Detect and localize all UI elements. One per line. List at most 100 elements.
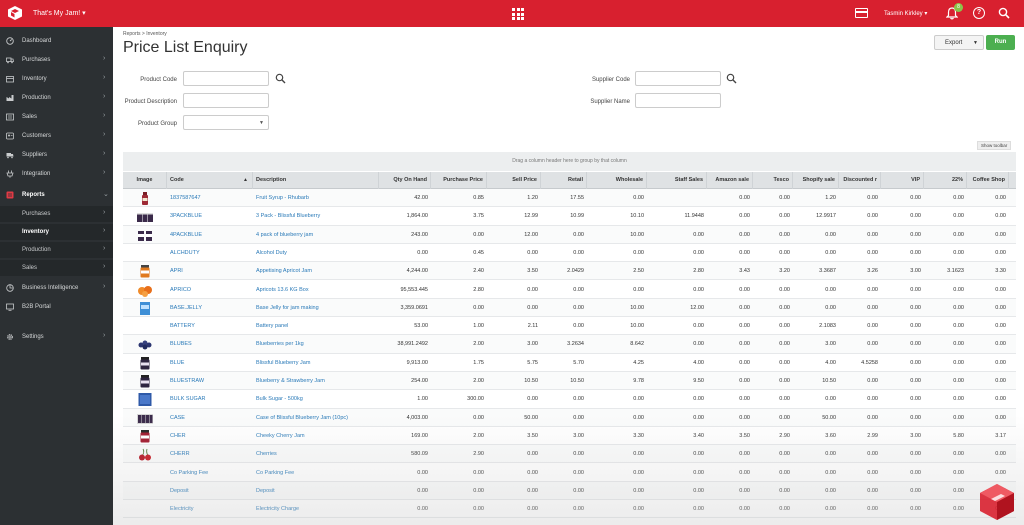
sidebar-item-dashboard[interactable]: Dashboard (0, 33, 113, 49)
sidebar-item-purchases[interactable]: Purchases › (0, 52, 113, 68)
table-row[interactable]: BULK SUGAR Bulk Sugar - 500kg 1.00 300.00 0.… (123, 390, 1016, 409)
sidebar-subitem-purchases[interactable]: Purchases › (0, 206, 113, 222)
product-description-link[interactable]: Cheeky Cherry Jam (256, 432, 305, 439)
sidebar-item-business-intelligence[interactable]: Business Intelligence › (0, 280, 113, 296)
supplier-code-search-icon[interactable] (726, 73, 737, 84)
column-header[interactable]: Qty On Hand (379, 172, 431, 189)
product-description-link[interactable]: Blueberries per 1kg (256, 341, 304, 348)
sidebar-item-integration[interactable]: Integration › (0, 166, 113, 182)
product-code-link[interactable]: BLUBES (170, 341, 192, 348)
column-header[interactable]: Amazon sale (707, 172, 753, 189)
product-description-input[interactable] (183, 93, 269, 108)
table-row[interactable]: CASE Case of Blissful Blueberry Jam (10pc… (123, 408, 1016, 427)
sidebar-item-settings[interactable]: Settings › (0, 329, 113, 345)
column-header[interactable]: Shopify sale (793, 172, 839, 189)
product-description-link[interactable]: Apricots 13.6 KG Box (256, 286, 309, 293)
run-button[interactable]: Run (986, 35, 1015, 50)
column-header[interactable]: Sell Price (487, 172, 541, 189)
product-description-link[interactable]: Fruit Syrup - Rhubarb (256, 195, 309, 201)
sidebar-subitem-inventory[interactable]: Inventory › (0, 224, 113, 240)
product-code-link[interactable]: ALCHDUTY (170, 249, 200, 256)
column-header[interactable]: Wholesale (587, 172, 647, 189)
product-code-link[interactable]: BASE.JELLY (170, 304, 202, 311)
column-header[interactable]: Coffee Shop (967, 172, 1009, 189)
column-header[interactable]: Discounted r (839, 172, 881, 189)
product-description-link[interactable]: Alcohol Duty (256, 249, 287, 256)
table-row[interactable]: Deposit Deposit 0.00 0.00 0.00 0.00 0.00 0.00 0.… (123, 481, 1016, 501)
table-row[interactable]: Co Parking Fee Co Parking Fee 0.00 0.00 0.00… (123, 464, 1016, 482)
table-row[interactable]: Electricity Electricity Charge 0.00 0.00 0.0… (123, 500, 1016, 519)
table-row[interactable]: 3PACKBLUE 3 Pack - Blissful Blueberry 1,86… (123, 207, 1016, 226)
column-header[interactable]: VIP (881, 172, 924, 189)
product-description-link[interactable]: Appetising Apricot Jam (256, 268, 312, 275)
product-code-link[interactable]: Deposit (170, 487, 189, 494)
product-code-link[interactable]: Electricity (170, 506, 194, 513)
column-header[interactable]: Retail (541, 172, 587, 189)
sidebar-subitem-sales[interactable]: Sales › (0, 260, 113, 276)
table-row[interactable]: ALCHDUTY Alcohol Duty 0.00 0.45 0.00 0.00 0.00… (123, 244, 1016, 263)
product-code-link[interactable]: 4PACKBLUE (170, 231, 202, 238)
product-description-link[interactable]: Deposit (256, 487, 275, 494)
sidebar-item-customers[interactable]: Customers › (0, 128, 113, 144)
table-row[interactable]: BLUBES Blueberries per 1kg 38,991.2492 2.00… (123, 335, 1016, 354)
product-description-link[interactable]: Cherries (256, 451, 277, 458)
product-code-link[interactable]: APRI (170, 268, 183, 275)
table-row[interactable]: BATTERY Battery panel 53.00 1.00 2.11 0.00 10.… (123, 317, 1016, 336)
product-description-link[interactable]: 4 pack of blueberry jam (256, 231, 314, 238)
sort-ascending-icon[interactable]: ▲ (243, 177, 248, 183)
column-header[interactable]: Staff Sales (647, 172, 707, 189)
table-row[interactable]: BASE.JELLY Base Jelly for jam making 3,359… (123, 298, 1016, 318)
product-group-select[interactable]: ▼ (183, 115, 269, 130)
product-code-input[interactable] (183, 71, 269, 86)
product-code-link[interactable]: APRICO (170, 286, 192, 293)
breadcrumb[interactable]: Reports > Inventory (123, 31, 167, 37)
product-description-link[interactable]: Bulk Sugar - 500kg (256, 396, 303, 403)
product-description-link[interactable]: Blissful Blueberry Jam (256, 359, 311, 366)
company-switcher[interactable]: That's My Jam! ▾ (33, 10, 86, 17)
help-icon[interactable]: ? (973, 7, 985, 19)
column-header[interactable]: 22% (924, 172, 967, 189)
group-by-drop-area[interactable]: Drag a column header here to group by th… (123, 152, 1016, 171)
table-row[interactable]: BLUESTRAW Blueberry & Strawberry Jam 254.0… (123, 372, 1016, 391)
product-code-search-icon[interactable] (275, 73, 286, 84)
user-menu[interactable]: Tasmin Kirkley ▾ (884, 11, 928, 17)
apps-grid-icon[interactable] (512, 8, 524, 20)
product-description-link[interactable]: Electricity Charge (256, 506, 300, 513)
sidebar-item-b2b-portal[interactable]: B2B Portal (0, 299, 113, 315)
product-code-link[interactable]: CHER (170, 432, 186, 439)
sidebar-item-suppliers[interactable]: Suppliers › (0, 147, 113, 163)
supplier-code-input[interactable] (635, 71, 721, 86)
sidebar-item-reports[interactable]: Reports ⌄ (0, 187, 113, 203)
supplier-name-input[interactable] (635, 93, 721, 108)
table-row[interactable]: 4PACKBLUE 4 pack of blueberry jam 243.00 0.… (123, 225, 1016, 244)
global-search-icon[interactable] (998, 7, 1010, 19)
column-header[interactable]: Purchase Price (431, 172, 487, 189)
product-description-link[interactable]: Base Jelly for jam making (256, 304, 319, 311)
product-code-link[interactable]: BLUESTRAW (170, 378, 205, 384)
product-code-link[interactable]: CASE (170, 414, 185, 421)
billing-card-icon[interactable] (855, 8, 868, 18)
product-description-link[interactable]: Case of Blissful Blueberry Jam (10pc) (256, 414, 349, 421)
column-header[interactable]: Tesco (753, 172, 793, 189)
table-row[interactable]: BLUE Blissful Blueberry Jam 9,913.00 1.75 5.… (123, 354, 1016, 372)
product-description-link[interactable]: Co Parking Fee (256, 469, 295, 476)
column-header[interactable]: Image (123, 172, 167, 189)
product-code-link[interactable]: 3PACKBLUE (170, 213, 202, 220)
table-row[interactable]: CHER Cheeky Cherry Jam 169.00 2.00 3.50 3.00 3… (123, 427, 1016, 446)
table-row[interactable]: CHERR Cherries 580.09 2.90 0.00 0.00 0.00 0.00 0… (123, 445, 1016, 464)
product-code-link[interactable]: BULK SUGAR (170, 396, 206, 403)
product-description-link[interactable]: 3 Pack - Blissful Blueberry (256, 213, 321, 220)
product-description-link[interactable]: Blueberry & Strawberry Jam (256, 378, 325, 384)
product-code-link[interactable]: CHERR (170, 451, 190, 458)
product-code-link[interactable]: 1837587647 (170, 195, 201, 201)
product-description-link[interactable]: Battery panel (256, 323, 289, 330)
column-header[interactable]: Description (253, 172, 379, 189)
show-toolbar-button[interactable]: Show toolbar (977, 141, 1012, 150)
product-code-link[interactable]: BATTERY (170, 323, 195, 330)
product-code-link[interactable]: BLUE (170, 359, 185, 366)
export-button[interactable]: Export ▼ (934, 35, 984, 50)
table-row[interactable]: APRICO Apricots 13.6 KG Box 95,553.445 2.80… (123, 281, 1016, 299)
column-header[interactable]: Code ▲ (167, 172, 253, 189)
sidebar-item-production[interactable]: Production › (0, 90, 113, 106)
sidebar-item-inventory[interactable]: Inventory › (0, 71, 113, 87)
